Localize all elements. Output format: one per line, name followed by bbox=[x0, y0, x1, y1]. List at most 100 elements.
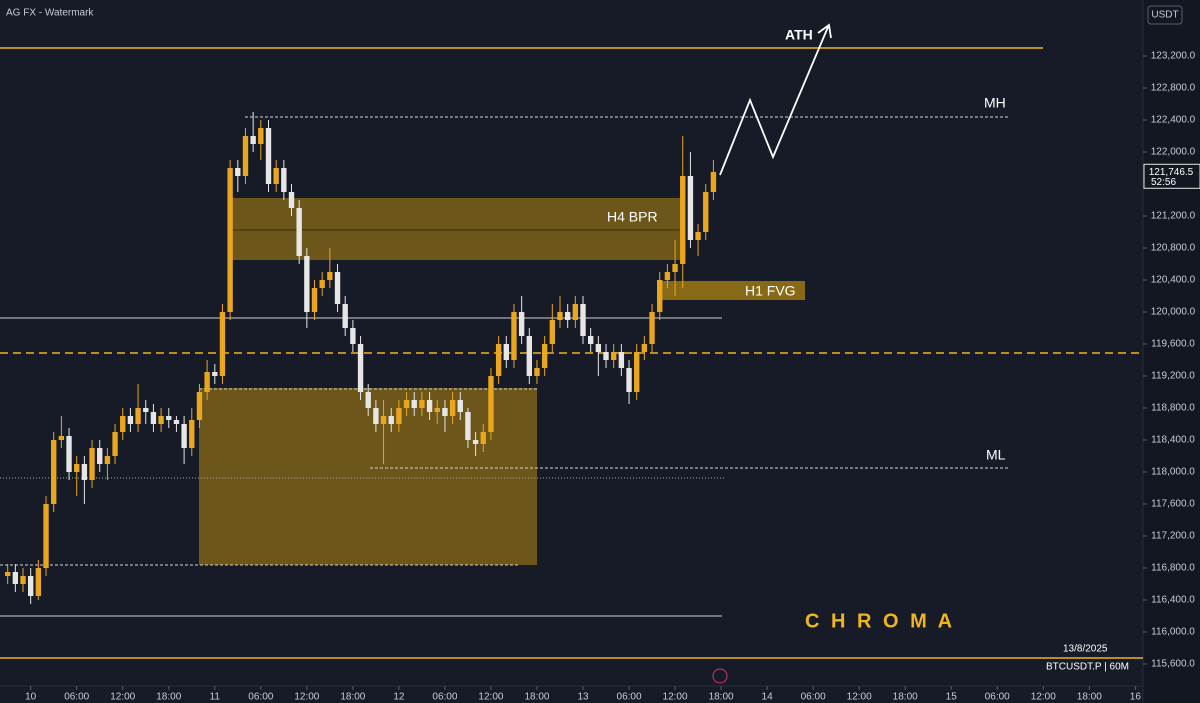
candle-body bbox=[143, 408, 149, 412]
candle-body bbox=[27, 576, 34, 596]
candle-body bbox=[618, 352, 625, 368]
candle-body bbox=[672, 264, 678, 272]
candle-body bbox=[365, 392, 371, 408]
candle-body bbox=[526, 336, 532, 376]
candle-body bbox=[74, 464, 80, 472]
candle-body bbox=[319, 280, 325, 288]
candle-body bbox=[611, 352, 617, 360]
ml-label: ML bbox=[986, 447, 1006, 463]
brand: C H R O M A bbox=[805, 610, 955, 632]
countdown: 52:56 bbox=[1151, 177, 1176, 188]
candle-body bbox=[58, 436, 65, 440]
candle-body bbox=[350, 328, 356, 344]
x-tick-label: 10 bbox=[25, 692, 37, 703]
x-tick-label: 06:00 bbox=[248, 692, 273, 703]
candle-body bbox=[296, 208, 302, 256]
candle-body bbox=[150, 412, 157, 424]
candle-body bbox=[81, 464, 88, 480]
candle-body bbox=[687, 176, 694, 240]
currency[interactable]: USDT bbox=[1151, 10, 1178, 21]
candle-body bbox=[273, 168, 279, 184]
x-tick-label: 14 bbox=[762, 692, 774, 703]
y-tick-label: 118,400.0 bbox=[1151, 435, 1195, 446]
candle-body bbox=[158, 416, 164, 424]
demand-zone bbox=[199, 388, 537, 565]
candle-body bbox=[20, 576, 26, 584]
candle-body bbox=[212, 372, 218, 376]
candle-body bbox=[426, 400, 433, 412]
candles bbox=[4, 112, 717, 604]
y-tick-label: 117,200.0 bbox=[1151, 531, 1195, 542]
y-tick-label: 117,600.0 bbox=[1151, 499, 1195, 510]
y-tick-label: 120,000.0 bbox=[1151, 307, 1196, 318]
candle-body bbox=[541, 344, 548, 368]
candle-body bbox=[189, 420, 195, 448]
y-tick-label: 116,800.0 bbox=[1151, 563, 1195, 574]
candle-body bbox=[135, 408, 141, 424]
candle-body bbox=[557, 312, 563, 320]
candle-body bbox=[235, 168, 241, 176]
candle-body bbox=[380, 416, 387, 424]
watermark: AG FX - Watermark bbox=[6, 8, 94, 19]
candle-body bbox=[664, 272, 671, 280]
candle-body bbox=[357, 344, 364, 392]
mh-label: MH bbox=[984, 95, 1006, 111]
x-tick-label: 12:00 bbox=[478, 692, 503, 703]
x-tick-label: 12 bbox=[393, 692, 405, 703]
candle-body bbox=[265, 128, 272, 184]
candle-body bbox=[472, 440, 479, 444]
candle-body bbox=[204, 372, 210, 392]
candle-body bbox=[112, 432, 118, 456]
candle-body bbox=[595, 344, 602, 352]
candle-body bbox=[227, 168, 233, 312]
x-tick-label: 12:00 bbox=[294, 692, 319, 703]
candle-body bbox=[373, 408, 379, 424]
candle-body bbox=[97, 448, 103, 464]
candle-body bbox=[603, 352, 609, 360]
candle-body bbox=[219, 312, 226, 376]
candle-body bbox=[518, 312, 525, 336]
y-tick-label: 121,200.0 bbox=[1151, 211, 1196, 222]
x-tick-label: 06:00 bbox=[985, 692, 1010, 703]
candle-body bbox=[587, 336, 594, 344]
candle-body bbox=[434, 408, 440, 412]
candle-body bbox=[43, 504, 49, 568]
candle-body bbox=[457, 400, 463, 412]
last-price-box bbox=[1143, 163, 1200, 189]
x-tick-label: 06:00 bbox=[432, 692, 457, 703]
ath-label: ATH bbox=[785, 27, 813, 43]
candle-body bbox=[288, 192, 295, 208]
candle-body bbox=[634, 352, 640, 392]
candle-body bbox=[465, 412, 471, 440]
date-label: 13/8/2025 bbox=[1063, 644, 1108, 655]
candle-body bbox=[120, 416, 126, 432]
x-tick-label: 06:00 bbox=[64, 692, 89, 703]
y-tick-label: 119,200.0 bbox=[1151, 371, 1195, 382]
y-tick-label: 123,200.0 bbox=[1151, 51, 1196, 62]
candle-body bbox=[89, 448, 95, 480]
y-tick-label: 119,600.0 bbox=[1151, 339, 1195, 350]
candle-body bbox=[388, 416, 394, 424]
y-tick-label: 116,000.0 bbox=[1151, 627, 1195, 638]
currency-box[interactable] bbox=[1147, 5, 1183, 25]
x-tick-label: 18:00 bbox=[524, 692, 549, 703]
h4-bpr-label: H4 BPR bbox=[607, 209, 658, 225]
candle-body bbox=[173, 420, 180, 424]
candle-body bbox=[327, 272, 333, 280]
candle-body bbox=[311, 288, 318, 312]
x-tick-label: 18:00 bbox=[1077, 692, 1102, 703]
y-tick-label: 120,800.0 bbox=[1151, 243, 1196, 254]
candle-body bbox=[511, 312, 517, 360]
x-tick-label: 16 bbox=[1130, 692, 1142, 703]
candle-body bbox=[250, 136, 256, 144]
x-tick-label: 18:00 bbox=[340, 692, 365, 703]
candle-body bbox=[703, 192, 709, 232]
candle-body bbox=[411, 400, 417, 408]
candle-body bbox=[657, 280, 663, 312]
candle-body bbox=[258, 128, 264, 144]
alert-icon[interactable] bbox=[712, 668, 728, 684]
candle-body bbox=[695, 232, 701, 240]
candle-body bbox=[710, 172, 717, 192]
candle-body bbox=[549, 320, 556, 344]
